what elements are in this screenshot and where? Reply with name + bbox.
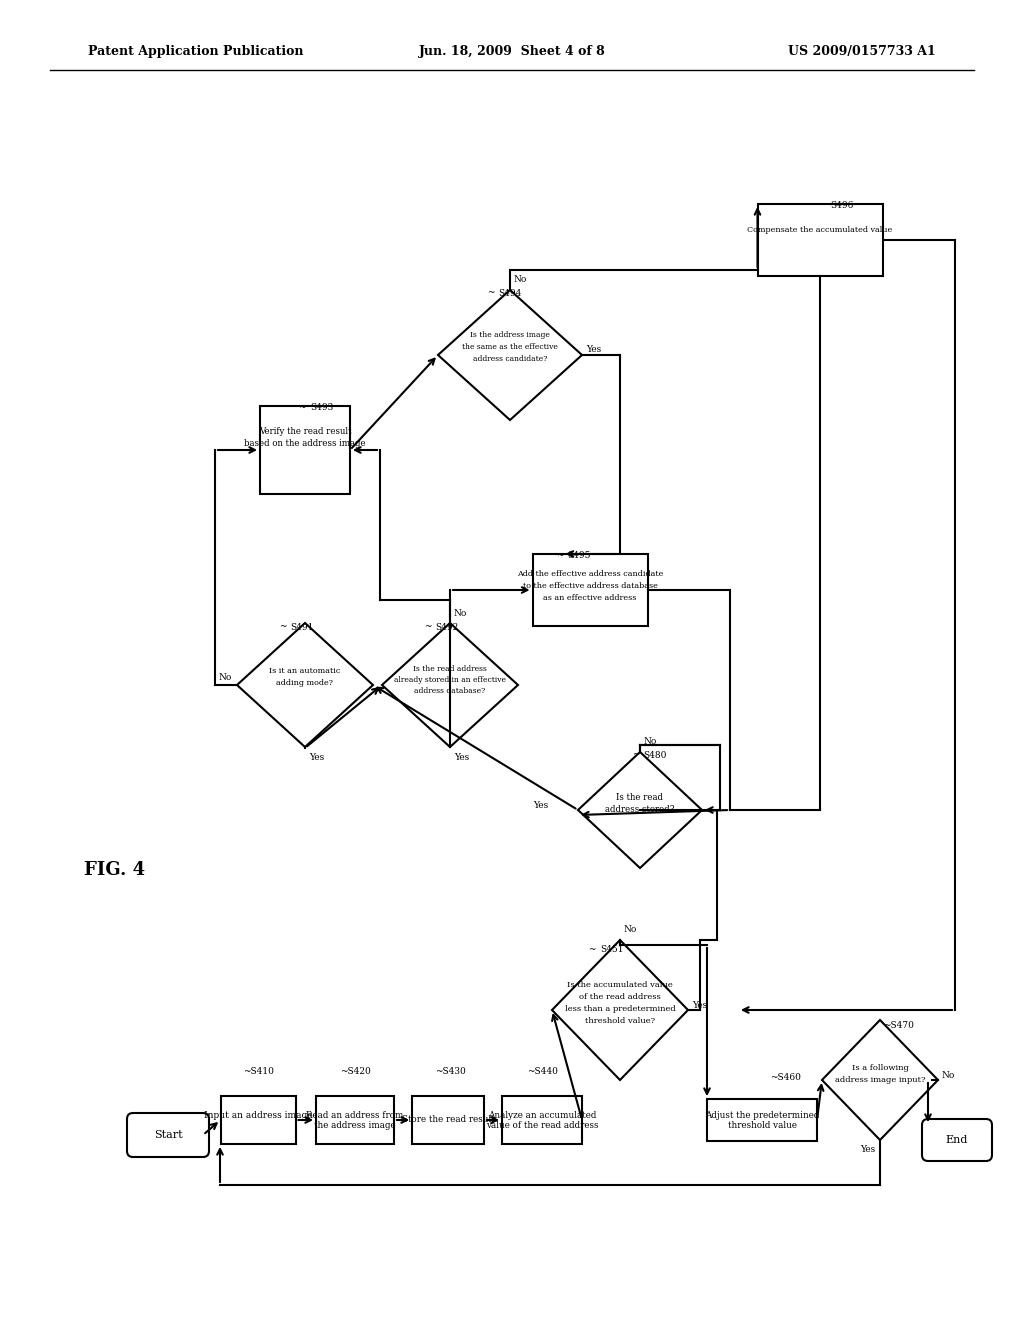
Text: S496: S496 (830, 201, 853, 210)
Text: ~S420: ~S420 (340, 1068, 371, 1077)
FancyBboxPatch shape (922, 1119, 992, 1162)
Text: S491: S491 (290, 623, 313, 631)
Text: Input an address image: Input an address image (204, 1110, 312, 1119)
Text: adding mode?: adding mode? (276, 678, 334, 686)
Text: Add the effective address candidate: Add the effective address candidate (517, 570, 664, 578)
FancyBboxPatch shape (758, 205, 883, 276)
Text: S493: S493 (310, 404, 333, 412)
FancyBboxPatch shape (707, 1100, 817, 1140)
Text: Yes: Yes (532, 800, 548, 809)
Text: End: End (946, 1135, 968, 1144)
Text: ~: ~ (633, 751, 640, 759)
Polygon shape (382, 623, 518, 747)
Text: address stored?: address stored? (605, 805, 675, 814)
FancyBboxPatch shape (260, 407, 350, 494)
Text: Is the read address: Is the read address (413, 665, 487, 673)
Text: No: No (624, 925, 637, 935)
Text: No: No (219, 672, 232, 681)
FancyBboxPatch shape (220, 1096, 296, 1144)
Text: ~: ~ (818, 201, 826, 210)
Text: address candidate?: address candidate? (473, 355, 547, 363)
Text: S492: S492 (435, 623, 459, 631)
Text: S480: S480 (643, 751, 667, 759)
Text: US 2009/0157733 A1: US 2009/0157733 A1 (788, 45, 936, 58)
Text: to the effective address database: to the effective address database (522, 582, 657, 590)
FancyBboxPatch shape (502, 1096, 582, 1144)
Polygon shape (237, 623, 373, 747)
Text: ~: ~ (589, 945, 596, 954)
Text: ~S440: ~S440 (527, 1068, 558, 1077)
Text: Jun. 18, 2009  Sheet 4 of 8: Jun. 18, 2009 Sheet 4 of 8 (419, 45, 605, 58)
Text: Analyze an accumulated: Analyze an accumulated (487, 1110, 596, 1119)
Text: Is a following: Is a following (852, 1064, 908, 1072)
Text: Verify the read result: Verify the read result (259, 428, 351, 437)
Text: as an effective address: as an effective address (544, 594, 637, 602)
Text: Is the read: Is the read (616, 793, 664, 803)
Text: No: No (644, 738, 657, 747)
Text: No: No (454, 609, 467, 618)
FancyBboxPatch shape (127, 1113, 209, 1158)
Text: Store the read result: Store the read result (401, 1115, 495, 1125)
Text: the same as the effective: the same as the effective (462, 343, 558, 351)
Text: No: No (514, 276, 527, 285)
FancyBboxPatch shape (532, 554, 647, 626)
Text: Yes: Yes (454, 752, 469, 762)
Text: Patent Application Publication: Patent Application Publication (88, 45, 303, 58)
Text: Is it an automatic: Is it an automatic (269, 667, 341, 675)
Text: based on the address image: based on the address image (244, 440, 366, 449)
Polygon shape (552, 940, 688, 1080)
Text: Yes: Yes (586, 346, 601, 355)
Text: less than a predetermined: less than a predetermined (564, 1005, 676, 1012)
Text: S494: S494 (498, 289, 521, 297)
Text: Yes: Yes (860, 1146, 874, 1155)
Text: FIG. 4: FIG. 4 (84, 861, 145, 879)
Text: Start: Start (154, 1130, 182, 1140)
Text: threshold value?: threshold value? (585, 1016, 655, 1026)
Polygon shape (822, 1020, 938, 1140)
Text: the address image: the address image (314, 1121, 396, 1130)
Text: already stored in an effective: already stored in an effective (394, 676, 506, 684)
Text: address image input?: address image input? (835, 1076, 926, 1084)
Text: of the read address: of the read address (580, 993, 660, 1001)
Text: ~: ~ (487, 289, 495, 297)
Text: S451: S451 (600, 945, 624, 954)
Text: S495: S495 (567, 552, 591, 561)
Text: ~: ~ (425, 623, 432, 631)
Text: No: No (942, 1071, 955, 1080)
Text: Is the address image: Is the address image (470, 331, 550, 339)
Text: Compensate the accumulated value: Compensate the accumulated value (748, 226, 893, 234)
Text: address database?: address database? (415, 686, 485, 696)
Text: Adjust the predetermined: Adjust the predetermined (705, 1110, 819, 1119)
Text: ~: ~ (556, 552, 564, 561)
Text: Yes: Yes (692, 1001, 708, 1010)
FancyBboxPatch shape (412, 1096, 484, 1144)
Text: Read an address from: Read an address from (306, 1110, 403, 1119)
Text: threshold value: threshold value (727, 1121, 797, 1130)
Text: ~S460: ~S460 (770, 1073, 801, 1082)
Text: Is the accumulated value: Is the accumulated value (567, 981, 673, 989)
Text: Yes: Yes (309, 752, 325, 762)
Text: ~S410: ~S410 (243, 1068, 273, 1077)
Text: value of the read address: value of the read address (485, 1121, 598, 1130)
Text: ~S430: ~S430 (435, 1068, 466, 1077)
Polygon shape (578, 752, 702, 869)
Polygon shape (438, 290, 582, 420)
FancyBboxPatch shape (316, 1096, 394, 1144)
Text: ~S470: ~S470 (883, 1020, 913, 1030)
Text: ~: ~ (299, 404, 306, 412)
Text: ~: ~ (280, 623, 287, 631)
